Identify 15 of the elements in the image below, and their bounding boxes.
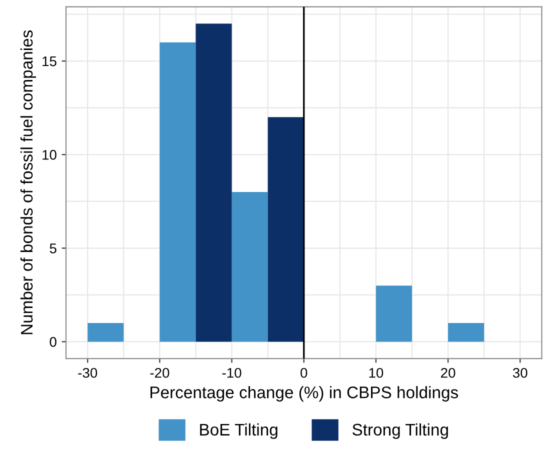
x-tick-label: 30 [512, 368, 528, 378]
legend-label: BoE Tilting [200, 423, 278, 439]
x-tick-label: 0 [300, 368, 308, 378]
y-tick-label: 10 [42, 150, 56, 160]
x-tick-label: -20 [150, 368, 170, 378]
y-tick-label: 15 [42, 56, 56, 66]
y-tick-label: 0 [50, 337, 56, 347]
x-tick-label: -10 [222, 368, 242, 378]
y-tick-label: 5 [50, 244, 56, 254]
x-tick-label: 20 [441, 368, 456, 378]
x-axis-title: Percentage change (%) in CBPS holdings [150, 386, 458, 402]
x-tick-label: -30 [78, 368, 98, 378]
y-axis-title: Number of bonds of fossil fuel companies [20, 30, 36, 334]
x-tick-label: 10 [369, 368, 384, 378]
legend-label: Strong Tilting [352, 423, 448, 439]
